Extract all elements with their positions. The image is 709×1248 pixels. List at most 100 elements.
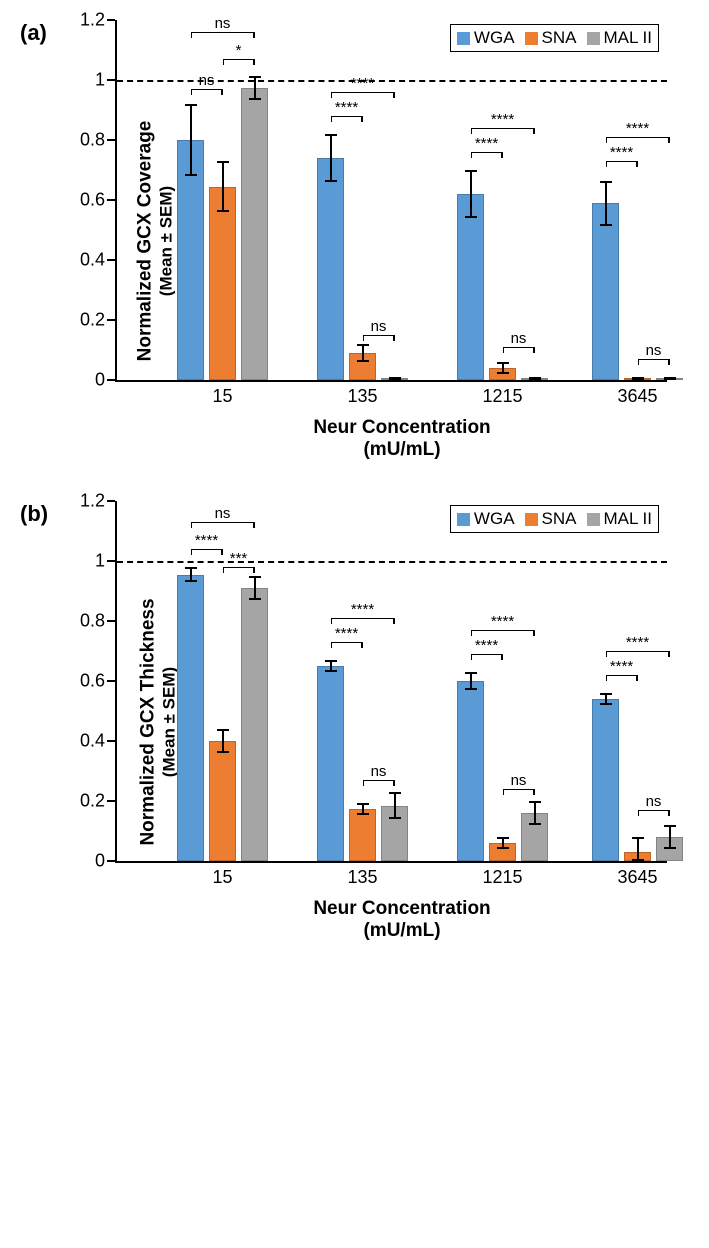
sig-bracket: **** <box>331 642 363 644</box>
plot-a: 00.20.40.60.811.2WGASNAMAL II15ns*ns135*… <box>115 20 667 382</box>
bar-sna <box>209 741 236 861</box>
error-bar-sna <box>637 837 639 861</box>
ytick-label: 0.8 <box>80 611 117 632</box>
legend-swatch-wga <box>457 513 470 526</box>
sig-bracket: **** <box>606 161 638 163</box>
legend-swatch-mal <box>587 513 600 526</box>
xaxis-title-a-l1: Neur Concentration <box>313 417 490 438</box>
error-bar-mal <box>254 76 256 100</box>
bar-wga <box>457 681 484 861</box>
xaxis-title-b-l1: Neur Concentration <box>313 898 490 919</box>
sig-bracket: **** <box>331 116 363 118</box>
sig-bracket: ns <box>363 780 395 782</box>
legend-swatch-wga <box>457 32 470 45</box>
ytick-label: 0.4 <box>80 731 117 752</box>
xaxis-title-b-l2: (mU/mL) <box>115 920 689 942</box>
panel-a-label: (a) <box>20 20 47 46</box>
chart-b: Normalized GCX Thickness (Mean ± SEM) 00… <box>115 501 689 942</box>
ytick-label: 0 <box>95 851 117 872</box>
error-bar-wga <box>190 104 192 176</box>
legend-swatch-sna <box>525 513 538 526</box>
ytick-label: 1.2 <box>80 491 117 512</box>
legend-item-sna: SNA <box>525 509 577 529</box>
legend-label-mal: MAL II <box>604 509 653 529</box>
legend-label-wga: WGA <box>474 28 515 48</box>
bar-wga <box>457 194 484 380</box>
legend: WGA SNA MAL II <box>450 24 659 52</box>
ytick-label: 0.6 <box>80 671 117 692</box>
ytick-label: 1 <box>95 551 117 572</box>
xtick-label: 1215 <box>482 380 522 407</box>
panel-b: (b) Normalized GCX Thickness (Mean ± SEM… <box>20 501 689 942</box>
legend-label-sna: SNA <box>542 28 577 48</box>
bar-wga <box>177 140 204 380</box>
legend: WGA SNA MAL II <box>450 505 659 533</box>
legend-item-sna: SNA <box>525 28 577 48</box>
sig-bracket: **** <box>471 654 503 656</box>
error-bar-wga <box>470 170 472 218</box>
xtick-label: 1215 <box>482 861 522 888</box>
bar-wga <box>317 158 344 380</box>
error-bar-wga <box>330 134 332 182</box>
panel-a: (a) Normalized GCX Coverage (Mean ± SEM)… <box>20 20 689 461</box>
legend-item-wga: WGA <box>457 509 515 529</box>
sig-bracket: ns <box>638 359 670 361</box>
ytick-label: 0 <box>95 370 117 391</box>
sig-bracket: ns <box>363 335 395 337</box>
sig-bracket: **** <box>471 128 535 130</box>
xtick-label: 15 <box>212 861 232 888</box>
legend-label-mal: MAL II <box>604 28 653 48</box>
sig-bracket: ns <box>503 789 535 791</box>
bar-sna <box>349 809 376 862</box>
error-bar-sna <box>222 729 224 753</box>
plot-b: 00.20.40.60.811.2WGASNAMAL II15*******ns… <box>115 501 667 863</box>
sig-bracket: **** <box>606 651 670 653</box>
sig-bracket: **** <box>471 630 535 632</box>
xaxis-title-b: Neur Concentration (mU/mL) <box>115 898 689 942</box>
error-bar-wga <box>190 567 192 582</box>
bar-wga <box>177 575 204 862</box>
chart-a: Normalized GCX Coverage (Mean ± SEM) 00.… <box>115 20 689 461</box>
xtick-label: 15 <box>212 380 232 407</box>
sig-bracket: * <box>223 59 255 61</box>
error-bar-wga <box>605 181 607 226</box>
error-bar-sna <box>362 344 364 362</box>
error-bar-mal <box>669 377 671 380</box>
bar-wga <box>317 666 344 861</box>
reference-line <box>117 561 667 563</box>
error-bar-mal <box>534 801 536 825</box>
sig-bracket: ns <box>191 89 223 91</box>
error-bar-mal <box>669 825 671 849</box>
sig-bracket: **** <box>331 618 395 620</box>
error-bar-sna <box>637 377 639 380</box>
legend-swatch-sna <box>525 32 538 45</box>
sig-bracket: **** <box>471 152 503 154</box>
ytick-label: 0.6 <box>80 190 117 211</box>
xtick-label: 3645 <box>617 380 657 407</box>
xtick-label: 135 <box>347 861 377 888</box>
sig-bracket: ns <box>191 522 255 524</box>
bar-wga <box>592 699 619 861</box>
error-bar-mal <box>394 377 396 380</box>
error-bar-wga <box>470 672 472 690</box>
error-bar-mal <box>254 576 256 600</box>
ytick-label: 0.4 <box>80 250 117 271</box>
sig-bracket: **** <box>191 549 223 551</box>
sig-bracket: **** <box>331 92 395 94</box>
bar-wga <box>592 203 619 380</box>
xaxis-title-a-l2: (mU/mL) <box>115 439 689 461</box>
error-bar-sna <box>222 161 224 212</box>
sig-bracket: ns <box>503 347 535 349</box>
bar-mal <box>241 88 268 381</box>
xtick-label: 135 <box>347 380 377 407</box>
sig-bracket: *** <box>223 567 255 569</box>
bar-sna <box>209 187 236 381</box>
legend-item-mal: MAL II <box>587 509 653 529</box>
sig-bracket: ns <box>191 32 255 34</box>
error-bar-sna <box>502 362 504 374</box>
sig-bracket: **** <box>606 137 670 139</box>
sig-bracket: **** <box>606 675 638 677</box>
ytick-label: 0.2 <box>80 310 117 331</box>
legend-item-wga: WGA <box>457 28 515 48</box>
xaxis-title-a: Neur Concentration (mU/mL) <box>115 417 689 461</box>
